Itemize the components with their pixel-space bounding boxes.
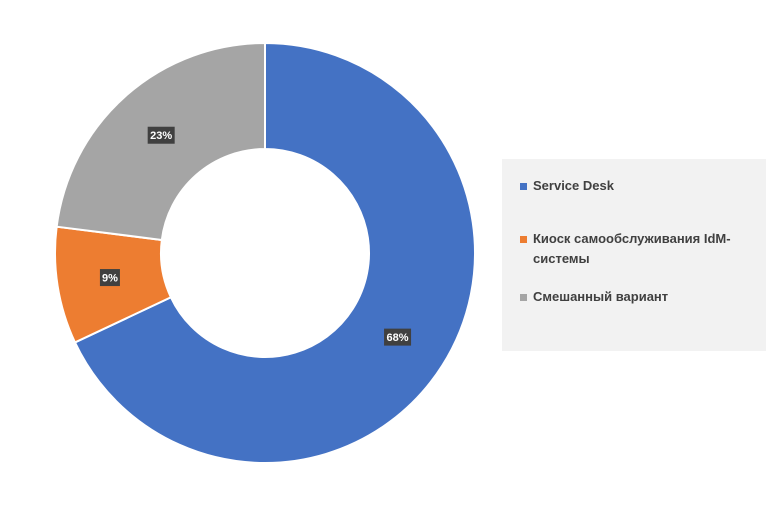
data-label-kiosk-text: 9% bbox=[102, 273, 118, 285]
data-label-service-desk-bg bbox=[384, 328, 412, 346]
legend-swatch-kiosk bbox=[520, 236, 527, 243]
slice-service-desk bbox=[73, 41, 476, 464]
legend-item-mixed: Смешанный вариант bbox=[520, 287, 756, 307]
data-label-mixed: 23% bbox=[147, 126, 175, 144]
data-labels: 68% 9% 23% bbox=[99, 126, 412, 346]
data-label-kiosk-bg bbox=[99, 269, 120, 287]
legend-item-service-desk: Service Desk bbox=[520, 176, 756, 196]
legend-item-kiosk: Киоск самообслуживания IdM-системы bbox=[520, 229, 756, 269]
donut-slices bbox=[54, 41, 476, 464]
data-label-service-desk-text: 68% bbox=[387, 332, 409, 344]
legend: Service Desk Киоск самообслуживания IdM-… bbox=[502, 159, 766, 351]
legend-swatch-mixed bbox=[520, 294, 527, 301]
data-label-mixed-text: 23% bbox=[150, 130, 172, 142]
legend-label: Смешанный вариант bbox=[533, 289, 669, 304]
legend-swatch-service-desk bbox=[520, 183, 527, 190]
data-label-kiosk: 9% bbox=[99, 269, 120, 287]
data-label-service-desk: 68% bbox=[384, 328, 412, 346]
legend-label: Service Desk bbox=[533, 178, 614, 193]
legend-label: Киоск самообслуживания IdM-системы bbox=[533, 231, 731, 266]
data-label-mixed-bg bbox=[147, 126, 175, 144]
